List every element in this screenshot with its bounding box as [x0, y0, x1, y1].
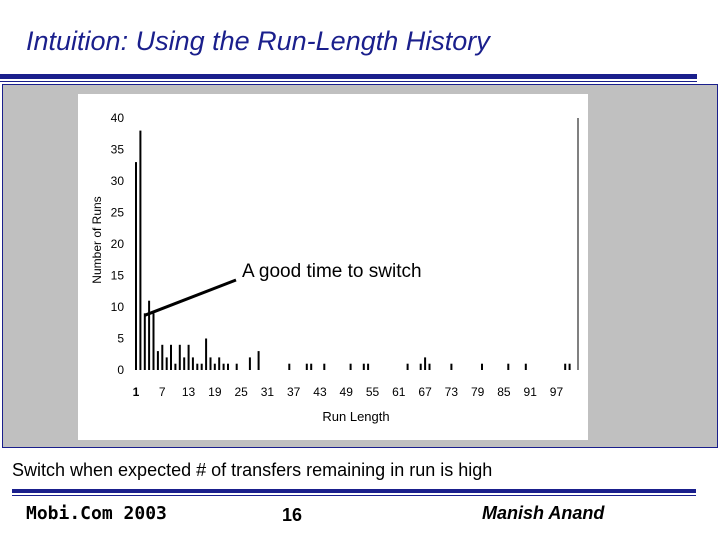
x-tick-label: 43: [313, 385, 327, 399]
bar: [406, 363, 409, 370]
y-tick-label: 25: [111, 206, 125, 220]
bar: [152, 313, 155, 370]
x-tick-label: 13: [182, 385, 196, 399]
bar: [257, 351, 260, 370]
bar: [222, 363, 225, 370]
x-tick-label: 25: [234, 385, 248, 399]
y-axis-label: Number of Runs: [90, 196, 104, 283]
bar: [139, 130, 142, 370]
footer-conference: Mobi.Com 2003: [26, 503, 167, 524]
bar: [310, 363, 313, 370]
x-axis-label: Run Length: [322, 409, 389, 424]
bar: [349, 363, 352, 370]
x-tick-label: 67: [418, 385, 432, 399]
bar: [235, 363, 238, 370]
footer-rule: [12, 489, 696, 493]
bar: [191, 357, 194, 370]
bar: [507, 363, 510, 370]
bar-series: [135, 130, 571, 370]
bar: [196, 363, 199, 370]
bar: [135, 162, 137, 370]
bar: [288, 363, 291, 370]
slide-caption: Switch when expected # of transfers rema…: [12, 460, 493, 480]
bar: [183, 357, 186, 370]
footer-rule-thin: [12, 495, 696, 496]
bar: [362, 363, 365, 370]
y-tick-label: 5: [117, 332, 124, 346]
x-tick-label: 73: [445, 385, 459, 399]
x-tick-label: 19: [208, 385, 222, 399]
bar: [428, 363, 431, 370]
bar: [424, 357, 427, 370]
bar: [248, 357, 251, 370]
bar: [524, 363, 527, 370]
bar: [148, 300, 151, 370]
slide-title: Intuition: Using the Run-Length History: [26, 26, 490, 56]
x-tick-label: 7: [159, 385, 166, 399]
y-tick-label: 0: [117, 363, 124, 377]
annotation-label: A good time to switch: [242, 261, 422, 282]
page-number: 16: [282, 505, 303, 525]
x-tick-label: 97: [550, 385, 564, 399]
bar: [227, 363, 229, 370]
x-tick-label: 85: [497, 385, 511, 399]
bar: [305, 363, 308, 370]
x-tick-label: 91: [524, 385, 538, 399]
title-rule: [0, 74, 697, 79]
x-axis: 1 7 13 19 25 31 37 43 49 55 61 67 73 79 85 91 97: [133, 385, 564, 399]
bar: [209, 357, 212, 370]
chart-container: 0 5 10 15 20 25 30 35 40 1 7 13 19 25 31 37 43 49 55 61 67 7…: [78, 94, 588, 440]
x-tick-label: 31: [261, 385, 275, 399]
bar: [143, 313, 146, 370]
bar: [218, 357, 221, 370]
y-axis: 0 5 10 15 20 25 30 35 40: [111, 111, 125, 377]
x-tick-label: 37: [287, 385, 301, 399]
x-tick-label: 55: [366, 385, 380, 399]
bar: [200, 363, 203, 370]
bar: [481, 363, 483, 370]
y-tick-label: 40: [111, 111, 125, 125]
y-tick-label: 30: [111, 174, 125, 188]
footer-author: Manish Anand: [482, 503, 605, 523]
x-tick-label: 1: [133, 385, 140, 399]
y-tick-label: 10: [111, 300, 125, 314]
y-tick-label: 15: [111, 269, 125, 283]
bar: [323, 363, 326, 370]
bar: [187, 344, 190, 370]
bar: [165, 357, 168, 370]
bar: [174, 363, 177, 370]
bar: [568, 363, 571, 370]
x-tick-label: 49: [340, 385, 354, 399]
x-tick-label: 79: [471, 385, 485, 399]
bar: [419, 363, 422, 370]
annotation-pointer: [144, 278, 237, 317]
run-length-histogram: 0 5 10 15 20 25 30 35 40 1 7 13 19 25 31 37 43 49 55 61 67 7…: [90, 111, 579, 424]
y-tick-label: 35: [111, 143, 125, 157]
bar: [178, 344, 181, 370]
x-tick-label: 61: [392, 385, 406, 399]
title-rule-thin: [0, 81, 697, 82]
bar: [564, 363, 567, 370]
bar: [161, 344, 164, 370]
bar: [450, 363, 453, 370]
bar: [367, 363, 370, 370]
y-tick-label: 20: [111, 237, 125, 251]
bar: [170, 344, 172, 370]
bar: [205, 338, 208, 370]
bar: [213, 363, 216, 370]
bar: [156, 351, 159, 370]
